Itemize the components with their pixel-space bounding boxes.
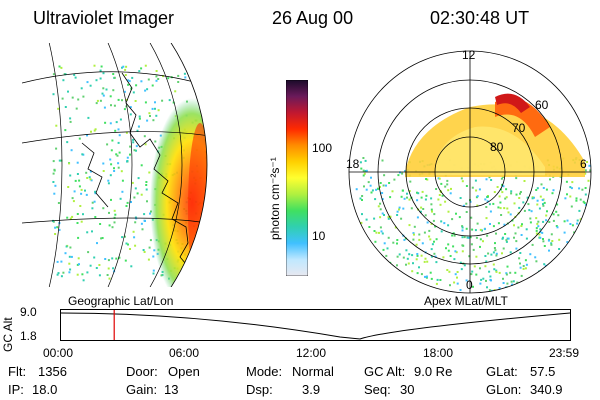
geographic-image <box>22 43 208 287</box>
door-value: Open <box>168 364 200 379</box>
ip-label: IP: <box>8 382 24 397</box>
flt-label: Flt: <box>8 364 27 379</box>
door-label: Door: <box>126 364 158 379</box>
alt-axis-label: GC Alt <box>1 317 15 352</box>
earth-disk <box>22 43 207 287</box>
time-tick-2: 12:00 <box>296 346 327 360</box>
glon-label: GLon: <box>486 382 522 397</box>
instrument-title: Ultraviolet Imager <box>33 8 175 28</box>
altitude-plot <box>60 309 571 341</box>
polar-plot <box>348 50 592 294</box>
lat-label-70: 70 <box>512 121 526 135</box>
flt-value: 1356 <box>38 364 67 379</box>
seq-value: 30 <box>400 382 415 397</box>
time-tick-4: 23:59 <box>549 346 580 360</box>
date-label: 26 Aug 00 <box>272 8 354 28</box>
gc-alt-value: 9.0 Re <box>414 364 453 379</box>
mlt-label-12: 12 <box>462 48 476 62</box>
polar-grid <box>348 50 592 294</box>
gain-label: Gain: <box>126 382 158 397</box>
glat-label: GLat: <box>486 364 518 379</box>
mlt-label-6: 6 <box>580 157 587 171</box>
time-tick-3: 18:00 <box>423 346 454 360</box>
mode-label: Mode: <box>246 364 283 379</box>
time-tick-0: 00:00 <box>43 346 74 360</box>
time-label: 02:30:48 UT <box>430 8 530 28</box>
alt-tick-low: 1.8 <box>20 329 37 343</box>
mlt-label-18: 18 <box>346 157 360 171</box>
glon-value: 340.9 <box>530 382 563 397</box>
earth-limb <box>170 43 208 287</box>
dsp-label: Dsp: <box>246 382 273 397</box>
altitude-curve <box>60 312 571 340</box>
time-tick-1: 06:00 <box>169 346 200 360</box>
alt-tick-high: 9.0 <box>20 305 37 319</box>
dsp-value: 3.9 <box>302 382 321 397</box>
polar-panel-label: Apex MLat/MLT <box>424 294 508 308</box>
gc-alt-label: GC Alt: <box>364 364 406 379</box>
lat-label-80: 80 <box>490 140 504 154</box>
geo-panel-label: Geographic Lat/Lon <box>68 294 174 308</box>
ip-value: 18.0 <box>32 382 58 397</box>
mlt-label-0: 0 <box>466 278 473 292</box>
seq-label: Seq: <box>364 382 391 397</box>
colorbar-tick-100: 100 <box>312 141 333 155</box>
lat-label-60: 60 <box>535 98 549 112</box>
coastline <box>121 72 193 272</box>
colorbar <box>286 80 308 276</box>
colorbar-tick-10: 10 <box>312 229 326 243</box>
glat-value: 57.5 <box>530 364 556 379</box>
graticule <box>22 43 207 287</box>
colorbar-unit-label: photon cm⁻²s⁻¹ <box>268 157 282 240</box>
gain-value: 13 <box>164 382 179 397</box>
mode-value: Normal <box>292 364 334 379</box>
